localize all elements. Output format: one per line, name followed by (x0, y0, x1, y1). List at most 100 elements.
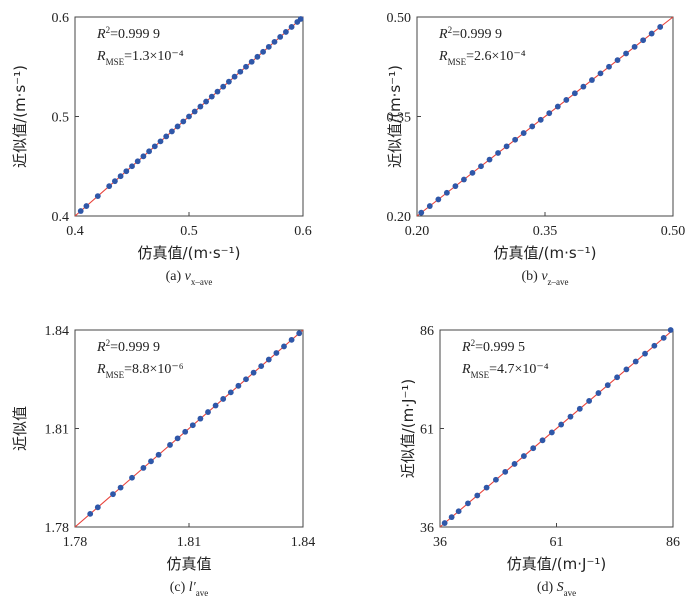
data-point (180, 118, 187, 125)
data-point (148, 458, 154, 465)
data-point (597, 70, 604, 77)
data-point (648, 30, 655, 37)
data-point (563, 97, 570, 103)
data-point (632, 358, 639, 365)
data-point (140, 153, 147, 160)
chart-panel-2: 0.20 0.35 0.50 0.20 0.35 0.50 R2=0.999 9 RMSE=2… (386, 11, 685, 287)
data-point (237, 68, 244, 75)
y-tick-label: 1.81 (45, 423, 70, 438)
x-axis-label: 仿真值/(m·J⁻¹) (507, 555, 607, 573)
y-tick-label: 0.5 (52, 111, 70, 126)
data-point (231, 73, 238, 80)
data-point (123, 168, 130, 175)
x-tick-label: 0.5 (180, 224, 198, 239)
data-point (595, 390, 602, 396)
data-point (512, 136, 519, 143)
data-point (191, 108, 198, 115)
y-tick-label: 0.4 (52, 210, 70, 225)
data-point (106, 183, 113, 190)
data-point (426, 203, 433, 209)
data-point (502, 468, 509, 475)
data-point (174, 435, 181, 442)
data-point (258, 363, 265, 370)
data-point (265, 356, 272, 363)
data-point (283, 29, 289, 35)
data-point (495, 150, 501, 156)
data-point (271, 38, 278, 45)
data-point (235, 382, 242, 389)
panel-caption: (c) l′ave (170, 580, 209, 598)
data-point (243, 376, 249, 383)
data-point (297, 16, 304, 22)
x-tick-label: 0.6 (294, 224, 312, 239)
data-point (571, 90, 578, 97)
y-tick-label: 1.78 (45, 521, 70, 536)
data-point (129, 474, 135, 481)
y-axis-label: 近似值 (11, 406, 29, 451)
data-point (580, 83, 587, 90)
x-tick-label: 1.78 (63, 535, 88, 550)
data-point (529, 123, 536, 130)
data-point (265, 43, 272, 50)
data-point (539, 437, 546, 444)
data-point (214, 88, 221, 95)
data-point (186, 113, 192, 120)
data-point (486, 156, 493, 163)
data-point (461, 176, 467, 183)
data-point (657, 24, 664, 30)
data-point (441, 520, 448, 526)
data-point (220, 83, 227, 90)
data-point (112, 178, 118, 185)
x-axis-label: 仿真值/(m·s⁻¹) (138, 244, 241, 262)
x-tick-label: 36 (433, 535, 447, 550)
data-point (604, 382, 611, 389)
y-axis-label: 近似值/(m·J⁻¹) (399, 379, 417, 479)
y-axis-label: 近似值/(m·s⁻¹) (11, 65, 29, 168)
data-point (558, 421, 565, 428)
r-squared-label: R2=0.999 9 (96, 338, 160, 355)
x-tick-label: 61 (550, 535, 564, 550)
chart-panel-1: 0.4 0.5 0.6 0.4 0.5 0.6 R2=0.999 9 RMSE=1.3×10⁻… (11, 11, 312, 287)
rmse-label: RMSE=8.8×10⁻⁶ (96, 362, 184, 380)
panel-caption: (b) vz–ave (521, 269, 568, 287)
data-point (667, 327, 674, 333)
data-point (631, 43, 638, 50)
data-point (660, 334, 667, 341)
r-squared-label: R2=0.999 9 (96, 25, 160, 42)
data-point (281, 343, 287, 350)
data-point (520, 453, 527, 459)
data-point (77, 208, 84, 214)
data-point (208, 93, 215, 100)
data-point (474, 492, 481, 499)
data-point (455, 508, 462, 515)
data-point (134, 158, 141, 165)
data-point (520, 130, 527, 136)
data-point (140, 465, 147, 471)
data-point (83, 203, 90, 209)
data-point (174, 123, 181, 130)
data-point (155, 451, 162, 458)
data-point (623, 366, 630, 373)
data-point (554, 103, 561, 110)
data-point (465, 500, 471, 507)
data-point (205, 409, 211, 415)
data-point (273, 350, 280, 356)
data-point (478, 163, 484, 170)
data-point (157, 138, 164, 145)
data-point (623, 50, 629, 57)
data-point (640, 37, 647, 44)
data-point (248, 58, 255, 65)
fit-line (416, 16, 674, 217)
data-point (418, 209, 425, 216)
data-point (203, 98, 210, 105)
y-tick-label: 0.50 (387, 11, 412, 26)
data-point (163, 133, 170, 140)
data-point (243, 63, 249, 70)
data-point (220, 396, 227, 402)
data-point (511, 461, 518, 467)
r-squared-label: R2=0.999 9 (438, 25, 502, 42)
data-point (452, 183, 459, 190)
data-point (151, 143, 158, 150)
data-point (469, 169, 476, 176)
data-point (606, 63, 612, 70)
